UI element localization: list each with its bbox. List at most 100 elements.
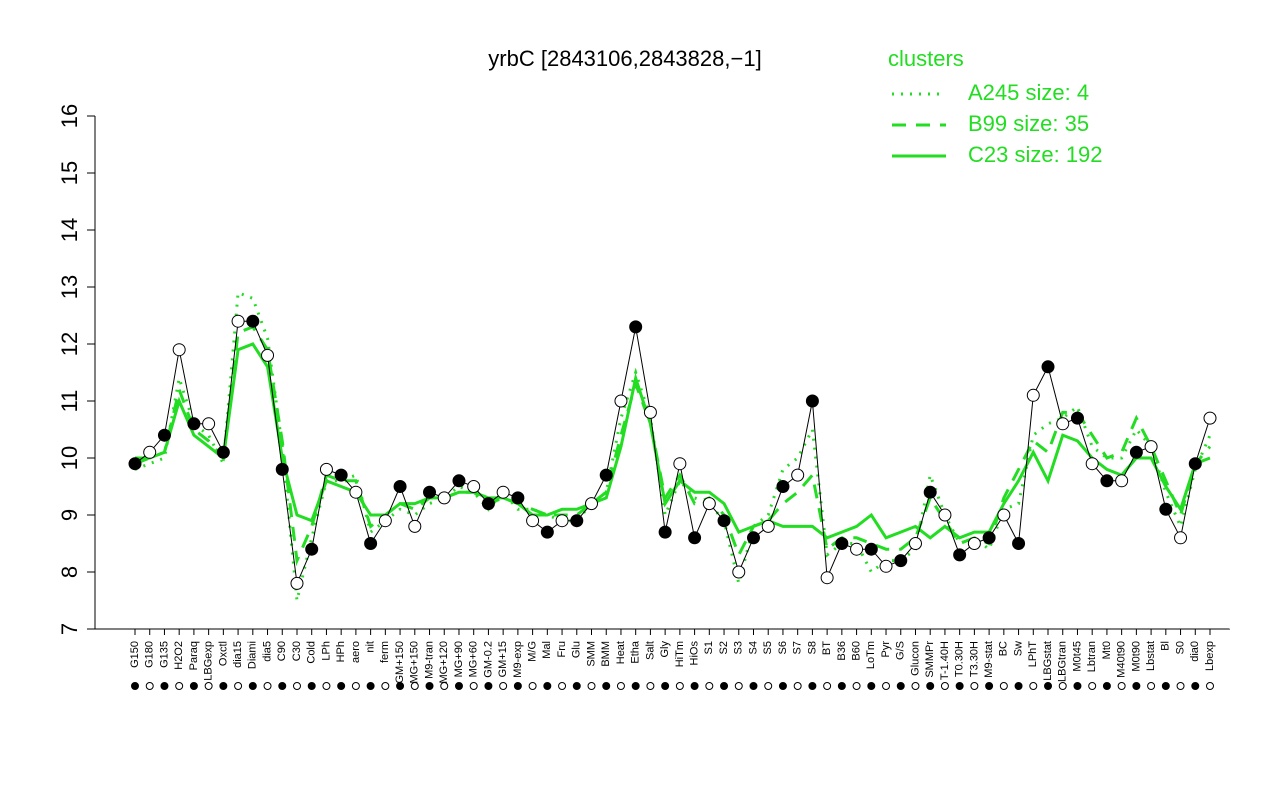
- x-tick-label: Salt: [644, 641, 656, 660]
- y-tick-label: 16: [57, 104, 82, 128]
- x-dot: [469, 682, 478, 690]
- x-dot: [999, 682, 1008, 690]
- x-dot: [616, 682, 625, 690]
- point: [570, 514, 584, 528]
- x-tick-label: S3: [733, 641, 745, 654]
- x-dot: [690, 682, 699, 690]
- x-dot: [396, 682, 405, 690]
- x-dot: [970, 682, 979, 690]
- point: [1188, 457, 1202, 471]
- x-dot: [454, 682, 463, 690]
- x-dot: [808, 682, 817, 690]
- x-dot: [646, 682, 655, 690]
- x-dot: [381, 682, 390, 690]
- x-dot: [160, 682, 169, 690]
- point: [585, 497, 599, 511]
- cluster-line: [135, 342, 1211, 540]
- x-dot: [528, 682, 537, 690]
- x-tick-label: S4: [747, 641, 759, 654]
- point: [496, 485, 510, 499]
- point: [599, 468, 613, 482]
- x-tick-label: LPhT: [1027, 641, 1039, 668]
- x-dot: [1206, 682, 1214, 690]
- x-dot: [278, 682, 287, 690]
- point: [393, 480, 407, 493]
- x-tick-label: Glucon: [909, 641, 921, 676]
- x-dot: [337, 682, 346, 690]
- point: [1144, 440, 1158, 454]
- x-tick-label: HiTm: [674, 641, 686, 667]
- point: [275, 462, 289, 476]
- x-dot: [131, 682, 139, 690]
- x-tick-label: Etha: [630, 640, 642, 664]
- point: [1012, 537, 1026, 550]
- x-dot: [823, 682, 832, 690]
- x-dot: [852, 682, 861, 690]
- x-dot: [940, 682, 949, 690]
- point: [967, 537, 981, 550]
- legend-label: A245 size: 4: [968, 80, 1089, 105]
- x-tick-label: S7: [792, 641, 804, 654]
- x-tick-label: ferm: [379, 641, 391, 663]
- point: [1159, 502, 1173, 516]
- x-tick-label: S0: [1174, 641, 1186, 654]
- point: [143, 445, 157, 459]
- x-tick-label: aero: [350, 641, 362, 663]
- x-tick-label: G/S: [895, 641, 907, 660]
- point: [187, 417, 201, 431]
- x-tick-label: T3.30H: [968, 641, 980, 677]
- legend: clusters A245 size: 4 B99 size: 35 C23 siz…: [888, 46, 1103, 167]
- y-tick-label: 15: [57, 161, 82, 185]
- x-dot: [734, 682, 743, 690]
- point: [953, 548, 967, 562]
- point: [305, 542, 319, 556]
- x-dot: [911, 682, 920, 690]
- point: [246, 314, 260, 328]
- x-dot: [145, 682, 154, 690]
- point: [452, 474, 466, 488]
- y-tick-label: 14: [57, 218, 82, 242]
- point: [1203, 411, 1217, 425]
- x-dot: [587, 682, 596, 690]
- x-dot: [1073, 682, 1082, 690]
- x-tick-label: Sw: [1012, 641, 1024, 656]
- point: [216, 445, 230, 459]
- point: [378, 514, 392, 528]
- x-tick-label: Paraq: [188, 641, 200, 670]
- point: [732, 565, 746, 579]
- x-dot: [558, 682, 567, 690]
- point: [511, 491, 525, 505]
- x-dot: [248, 682, 257, 690]
- x-dot: [1147, 682, 1156, 690]
- x-tick-label: C30: [291, 641, 303, 661]
- x-tick-label: Pyr: [880, 641, 892, 658]
- point: [467, 480, 481, 493]
- x-dot: [204, 682, 213, 690]
- x-tick-label: MG+90: [453, 641, 465, 677]
- x-dot: [410, 682, 419, 690]
- x-dot: [661, 682, 670, 690]
- x-tick-label: Gly: [659, 641, 671, 658]
- point: [850, 542, 864, 556]
- point: [908, 537, 922, 550]
- x-dot: [1176, 682, 1185, 690]
- point: [1026, 388, 1040, 402]
- point: [746, 531, 760, 545]
- x-dot: [1044, 682, 1053, 690]
- x-tick-label: M9-tran: [423, 641, 435, 679]
- point: [791, 468, 805, 482]
- x-tick-label: Glu: [571, 641, 583, 658]
- x-tick-label: SMMPr: [924, 641, 936, 678]
- point: [481, 497, 495, 511]
- x-dot: [499, 682, 508, 690]
- chart-title: yrbC [2843106,2843828,−1]: [488, 46, 761, 71]
- x-tick-label: T-1.40H: [939, 641, 951, 680]
- point: [423, 485, 437, 499]
- x-dot: [175, 682, 184, 690]
- point: [673, 457, 687, 471]
- x-dot: [602, 682, 611, 690]
- x-dot: [896, 682, 905, 690]
- point: [761, 519, 775, 533]
- point: [540, 525, 554, 539]
